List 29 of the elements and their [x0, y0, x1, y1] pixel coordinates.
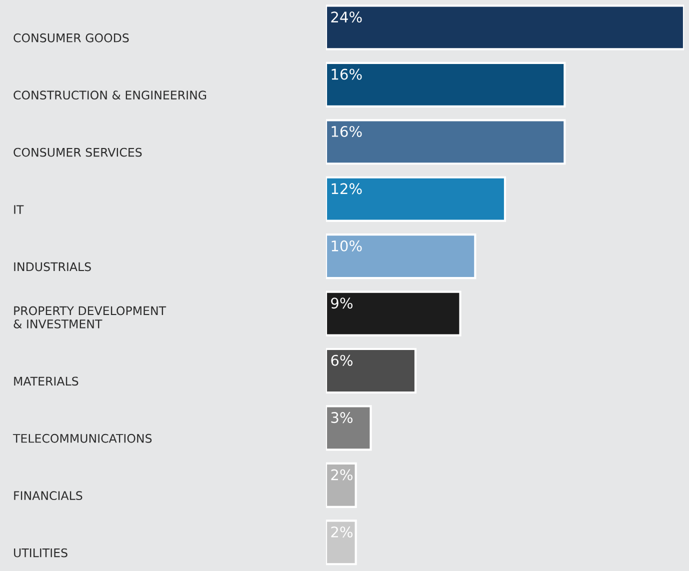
data-label: 24% — [331, 12, 362, 23]
data-label: 2% — [331, 469, 352, 480]
bar — [326, 348, 417, 394]
y-tick-label: PROPERTY DEVELOPMENT & INVESTMENT — [14, 306, 166, 328]
data-label: 9% — [331, 298, 352, 309]
y-tick-label: CONSTRUCTION & ENGINEERING — [14, 90, 206, 100]
data-label: 6% — [331, 354, 352, 366]
bar — [326, 405, 372, 451]
data-label: 12% — [332, 183, 362, 194]
y-tick-label: CONSUMER SERVICES — [14, 148, 142, 157]
y-tick-label: CONSUMER GOODS — [14, 33, 129, 42]
data-label: 16% — [332, 126, 362, 137]
y-tick-label: TELECOMMUNICATIONS — [12, 434, 152, 443]
bar — [326, 62, 566, 108]
data-label: 3% — [331, 412, 352, 424]
bar — [326, 520, 357, 566]
bar — [326, 4, 684, 50]
y-tick-label: IT — [14, 205, 24, 214]
bar — [326, 176, 506, 222]
bar — [326, 462, 357, 508]
data-label: 10% — [332, 240, 362, 252]
bar — [326, 119, 566, 165]
y-tick-label: MATERIALS — [14, 376, 78, 386]
bar — [326, 290, 462, 336]
y-tick-label: UTILITIES — [14, 548, 68, 558]
y-tick-label: INDUSTRIALS — [14, 262, 91, 272]
bar — [326, 234, 476, 280]
data-label: 16% — [332, 68, 362, 80]
y-tick-label: FINANCIALS — [14, 491, 82, 500]
